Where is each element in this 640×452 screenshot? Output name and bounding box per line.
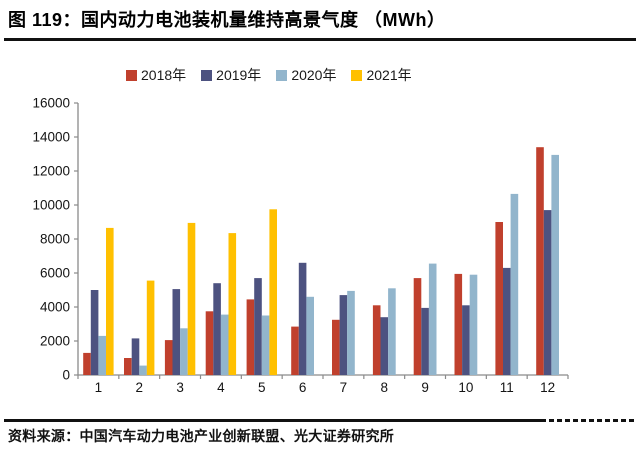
y-tick-label: 6000 [40, 266, 70, 281]
bar-2020年-month-12 [551, 154, 559, 375]
legend-item-2019年: 2019年 [201, 65, 261, 85]
bar-2021年-month-4 [228, 233, 237, 375]
bar-2021年-month-3 [187, 222, 196, 375]
legend-label: 2020年 [291, 67, 337, 83]
x-tick-label: 8 [380, 380, 388, 395]
legend-marker [351, 69, 363, 81]
bar-2021年-month-1 [106, 227, 114, 375]
bar-2020年-month-8 [388, 288, 396, 375]
y-tick-label: 10000 [32, 198, 70, 213]
x-tick-label: 3 [176, 380, 184, 395]
x-tick-label: 12 [540, 380, 555, 395]
bar-2019年-month-9 [421, 307, 429, 375]
y-tick-label: 0 [62, 368, 70, 383]
bar-2019年-month-8 [380, 317, 389, 375]
x-tick-label: 6 [299, 380, 307, 395]
bar-2020年-month-2 [139, 365, 147, 375]
bar-2018年-month-12 [536, 147, 544, 375]
bar-2020年-month-9 [428, 263, 437, 375]
bar-2018年-month-10 [454, 273, 463, 375]
bar-2018年-month-1 [83, 352, 91, 375]
x-tick-label: 9 [421, 380, 429, 395]
x-tick-label: 2 [135, 380, 143, 395]
bar-2019年-month-6 [298, 262, 307, 375]
bar-2018年-month-3 [164, 340, 173, 375]
y-tick-label: 16000 [32, 96, 70, 111]
bar-2020年-month-11 [510, 193, 519, 375]
bar-2020年-month-5 [261, 315, 270, 375]
bar-2018年-month-5 [246, 299, 255, 375]
bar-2020年-month-7 [347, 290, 355, 375]
bar-2020年-month-10 [469, 274, 478, 375]
bar-2020年-month-6 [306, 296, 314, 375]
bar-2019年-month-1 [90, 290, 99, 375]
bar-2019年-month-3 [172, 289, 181, 375]
bar-2020年-month-4 [220, 314, 229, 375]
legend-marker [276, 69, 288, 81]
legend-marker [201, 69, 213, 81]
bar-2019年-month-12 [543, 210, 552, 375]
x-tick-label: 4 [217, 380, 225, 395]
bar-2018年-month-8 [372, 305, 381, 375]
legend-marker [126, 69, 137, 81]
footer-divider-watermark-gap [541, 419, 636, 422]
legend-label: 2021年 [366, 67, 412, 83]
bar-2021年-month-2 [146, 280, 155, 375]
bar-2018年-month-6 [291, 326, 299, 375]
x-tick-label: 11 [500, 380, 514, 395]
legend-item-2018年: 2018年 [126, 65, 186, 85]
bar-2019年-month-4 [213, 283, 221, 375]
bar-2021年-month-5 [269, 209, 277, 376]
chart-legend: 2018年 2019年 2020年 2021年 [126, 65, 412, 85]
y-tick-label: 2000 [40, 334, 70, 349]
bar-2020年-month-3 [180, 328, 188, 376]
y-tick-label: 4000 [40, 300, 70, 315]
source-note: 资料来源：中国汽车动力电池产业创新联盟、光大证券研究所 [8, 428, 395, 444]
title-divider [4, 38, 636, 41]
y-tick-label: 8000 [40, 232, 70, 247]
bar-2019年-month-2 [131, 338, 140, 375]
bar-2019年-month-5 [254, 278, 262, 375]
bar-2018年-month-11 [495, 222, 503, 375]
x-tick-label: 7 [340, 380, 348, 395]
x-tick-label: 5 [258, 380, 266, 395]
x-tick-label: 1 [95, 380, 103, 395]
y-tick-label: 12000 [32, 164, 70, 179]
x-tick-label: 10 [458, 380, 473, 395]
bar-2020年-month-1 [98, 335, 106, 375]
bar-2018年-month-2 [124, 358, 132, 375]
bar-2019年-month-7 [339, 295, 348, 375]
legend-item-2020年: 2020年 [276, 65, 336, 85]
bar-2019年-month-10 [462, 305, 470, 375]
bar-2018年-month-4 [205, 311, 214, 376]
legend-item-2021年: 2021年 [351, 65, 412, 85]
bar-2019年-month-11 [503, 267, 511, 375]
figure-title: 图 119：国内动力电池装机量维持高景气度 （MWh） [8, 10, 446, 30]
legend-label: 2019年 [216, 67, 262, 83]
bar-2018年-month-9 [413, 278, 422, 375]
footer-divider [4, 419, 636, 422]
y-tick-label: 14000 [32, 130, 70, 145]
bar-2018年-month-7 [332, 319, 340, 376]
legend-label: 2018年 [141, 67, 187, 83]
